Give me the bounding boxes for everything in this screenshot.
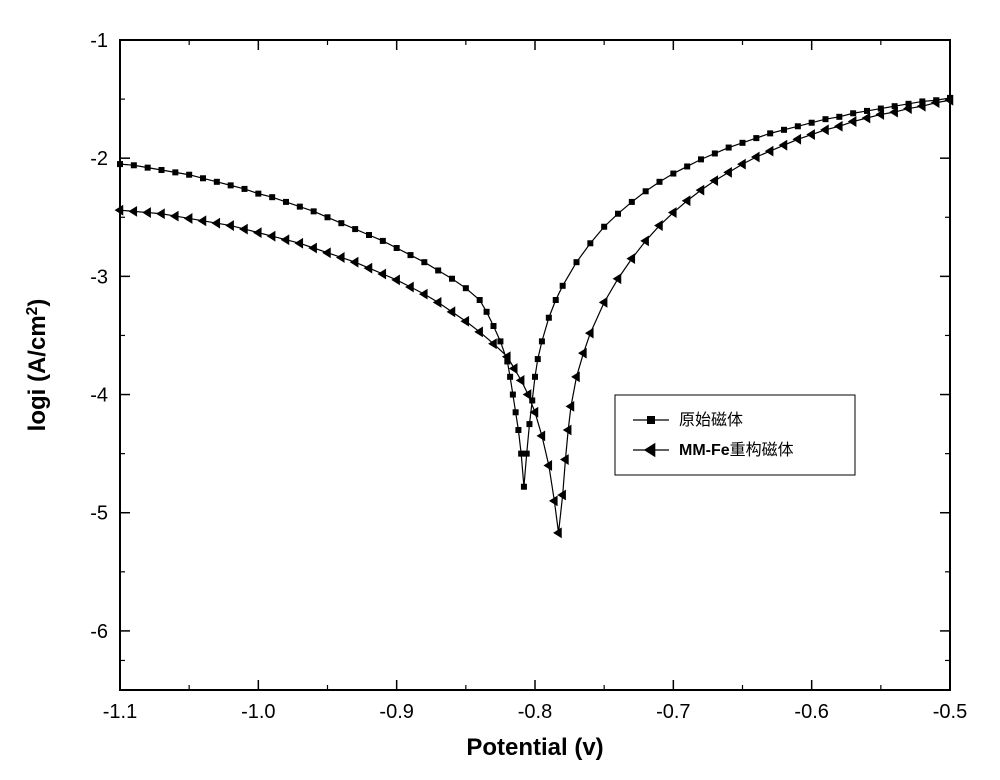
tafel-chart: -1.1 -1.0 -0.9 -0.8 -0.7 -0.6 -0.5 -6 -5 -4 -3 -2 -1… xyxy=(0,0,1000,780)
svg-text:原始磁体: 原始磁体 xyxy=(679,411,743,429)
svg-text:-5: -5 xyxy=(90,503,108,525)
svg-text:MM-Fe重构磁体: MM-Fe重构磁体 xyxy=(679,441,794,459)
chart-container: -1.1 -1.0 -0.9 -0.8 -0.7 -0.6 -0.5 -6 -5 -4 -3 -2 -1… xyxy=(0,0,1000,780)
svg-text:-2: -2 xyxy=(90,148,108,170)
svg-text:-4: -4 xyxy=(90,385,108,407)
svg-text:-0.5: -0.5 xyxy=(933,701,967,723)
svg-text:-1.0: -1.0 xyxy=(241,701,275,723)
svg-text:-1: -1 xyxy=(90,30,108,52)
svg-text:-3: -3 xyxy=(90,266,108,288)
svg-text:logi (A/cm2): logi (A/cm2) xyxy=(24,299,52,432)
svg-text:-0.6: -0.6 xyxy=(794,701,828,723)
svg-text:-6: -6 xyxy=(90,621,108,643)
svg-text:-0.7: -0.7 xyxy=(656,701,690,723)
svg-text:-0.9: -0.9 xyxy=(379,701,413,723)
svg-text:-0.8: -0.8 xyxy=(518,701,552,723)
svg-text:-1.1: -1.1 xyxy=(103,701,137,723)
svg-text:Potential (v): Potential (v) xyxy=(466,734,603,761)
